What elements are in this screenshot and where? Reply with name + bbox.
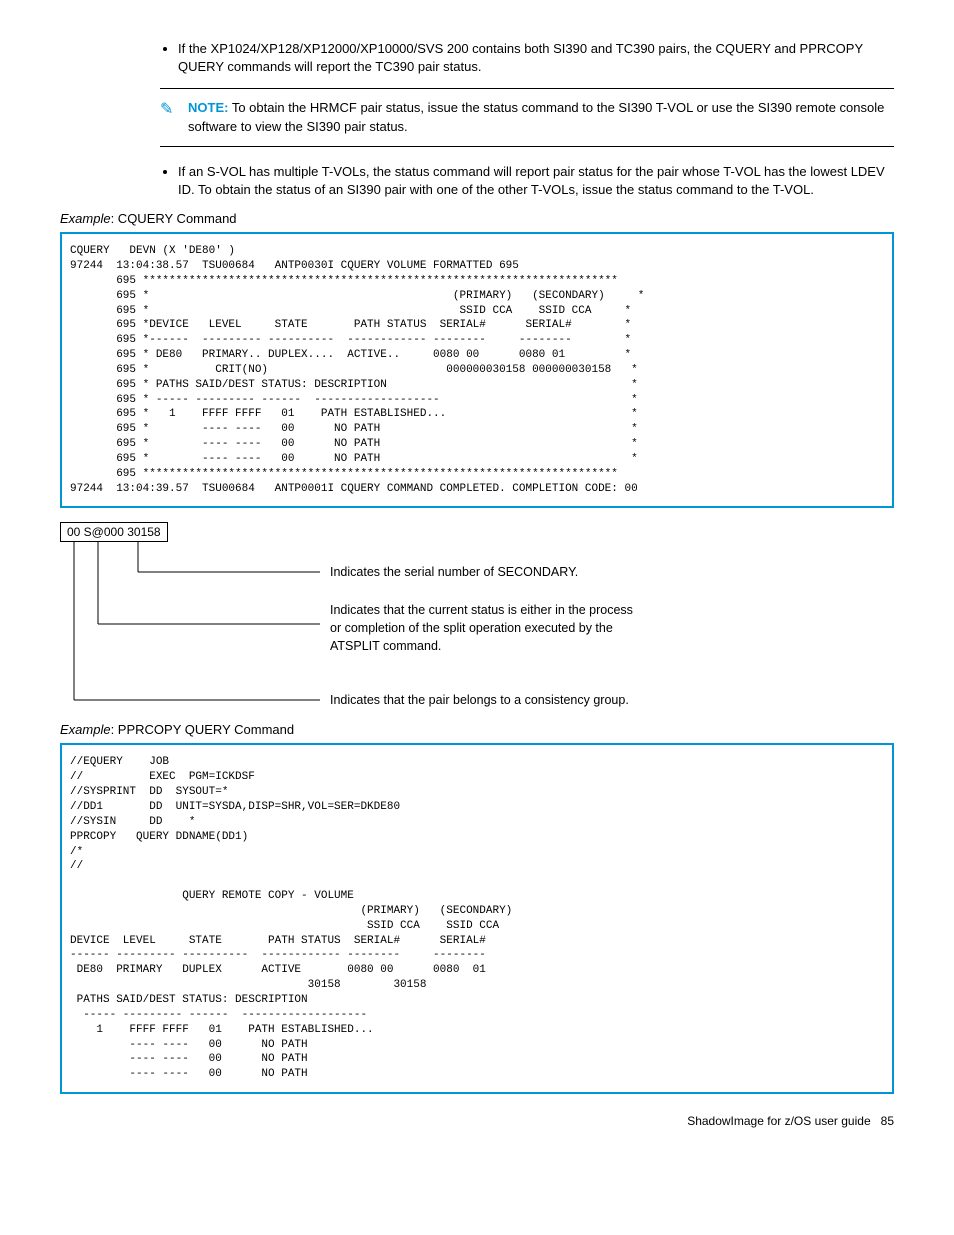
footer-page: 85 xyxy=(881,1114,894,1128)
page-footer: ShadowImage for z/OS user guide 85 xyxy=(60,1114,894,1128)
bullet-list-1: If the XP1024/XP128/XP12000/XP10000/SVS … xyxy=(160,40,894,76)
note-label: NOTE: xyxy=(188,100,228,115)
footer-text: ShadowImage for z/OS user guide xyxy=(687,1114,870,1128)
diagram-text-2a: Indicates that the current status is eit… xyxy=(330,603,633,617)
diagram-text-1: Indicates the serial number of SECONDARY… xyxy=(330,565,578,579)
note-icon: ✎ xyxy=(160,99,173,121)
bullet-item-2: If an S-VOL has multiple T-VOLs, the sta… xyxy=(178,163,894,199)
code-block-cquery: CQUERY DEVN (X 'DE80' ) 97244 13:04:38.5… xyxy=(60,232,894,508)
diagram-text-2b: or completion of the split operation exe… xyxy=(330,621,613,635)
diagram-area: 00 S@000 30158 Indicates the serial numb… xyxy=(60,522,894,712)
code-block-pprcopy: //EQUERY JOB // EXEC PGM=ICKDSF //SYSPRI… xyxy=(60,743,894,1094)
diagram-text-3: Indicates that the pair belongs to a con… xyxy=(330,693,629,707)
diagram-svg: Indicates the serial number of SECONDARY… xyxy=(60,542,800,712)
diagram-text-2c: ATSPLIT command. xyxy=(330,639,441,653)
example-2-label: Example: PPRCOPY QUERY Command xyxy=(60,722,894,737)
note-box: ✎ NOTE: To obtain the HRMCF pair status,… xyxy=(160,88,894,146)
diagram-box: 00 S@000 30158 xyxy=(60,522,168,542)
bullet-list-2: If an S-VOL has multiple T-VOLs, the sta… xyxy=(160,163,894,199)
bullet-item-1: If the XP1024/XP128/XP12000/XP10000/SVS … xyxy=(178,40,894,76)
example-1-label: Example: CQUERY Command xyxy=(60,211,894,226)
note-text: To obtain the HRMCF pair status, issue t… xyxy=(188,100,884,133)
